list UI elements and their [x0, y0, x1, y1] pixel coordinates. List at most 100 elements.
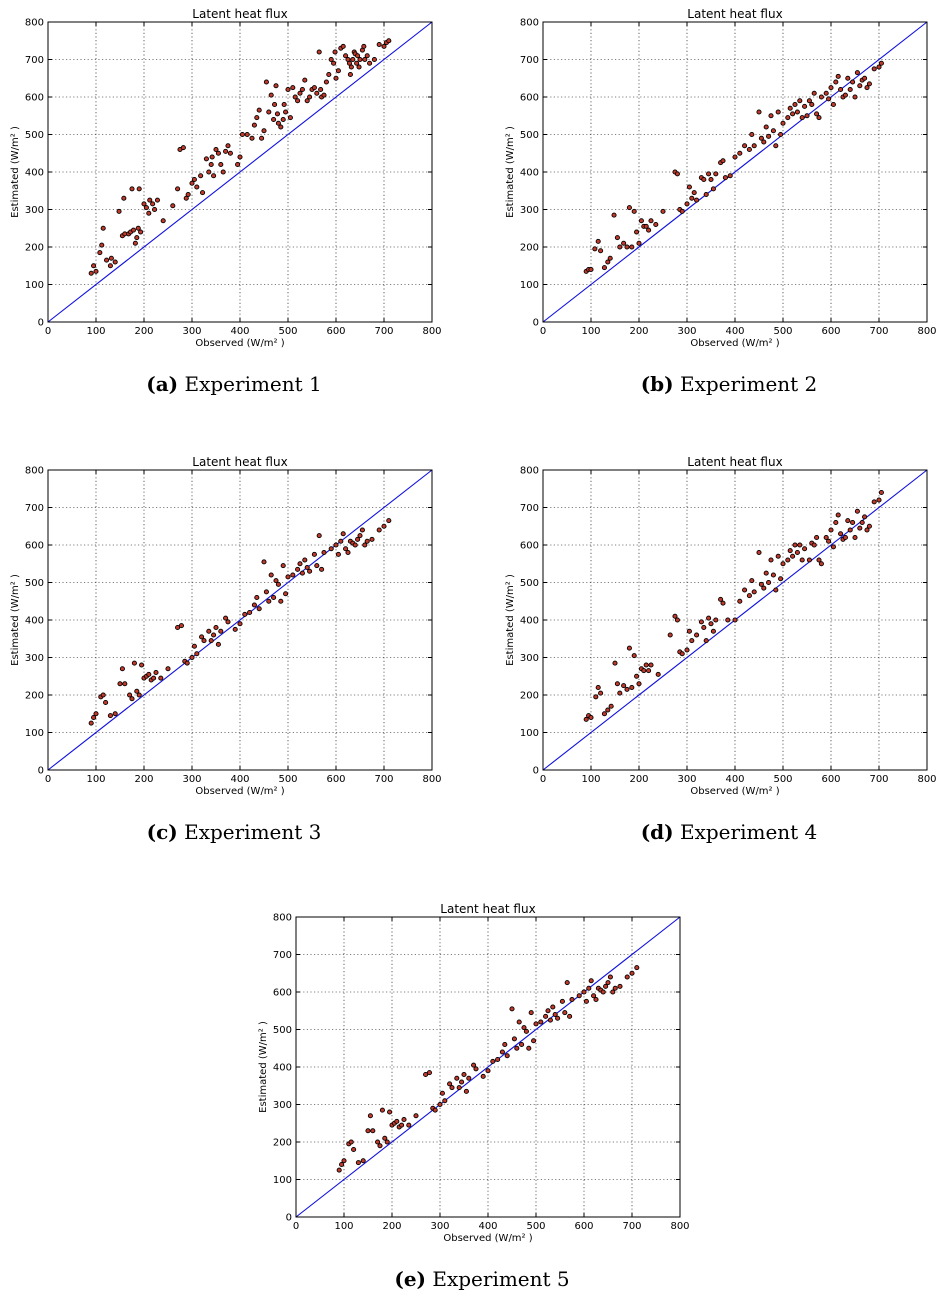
data-point: [713, 617, 719, 623]
data-point: [178, 623, 184, 629]
data-point: [629, 970, 635, 976]
x-tick-label: 200: [629, 326, 648, 337]
data-point: [833, 79, 839, 85]
data-point: [605, 707, 611, 713]
y-tick-label: 0: [533, 318, 539, 329]
data-point: [361, 43, 367, 49]
data-point: [121, 195, 127, 201]
data-point: [273, 83, 279, 89]
data-point: [356, 64, 362, 70]
data-point: [799, 557, 805, 563]
data-point: [237, 621, 243, 627]
y-tick-label: 400: [25, 616, 44, 627]
data-point: [307, 568, 313, 574]
data-point: [828, 527, 834, 533]
y-tick-label: 200: [520, 691, 539, 702]
data-point: [598, 248, 604, 254]
data-point: [122, 681, 128, 687]
data-point: [708, 621, 714, 627]
data-point: [499, 1049, 505, 1055]
data-point: [208, 638, 214, 644]
data-point: [191, 643, 197, 649]
data-point: [272, 101, 278, 108]
data-point: [538, 1019, 544, 1025]
data-point: [555, 1015, 561, 1021]
data-point: [473, 1066, 479, 1072]
data-point: [151, 675, 157, 681]
data-point: [147, 197, 153, 203]
data-point: [215, 641, 221, 647]
x-axis-label: Observed (W/m² ): [443, 1233, 532, 1244]
x-tick-label: 700: [622, 1221, 641, 1232]
data-point: [290, 85, 296, 91]
data-point: [737, 598, 743, 604]
data-point: [99, 242, 105, 248]
data-point: [701, 624, 707, 631]
data-point: [254, 115, 260, 121]
data-point: [773, 587, 779, 593]
data-point: [290, 572, 296, 578]
data-point: [165, 666, 171, 672]
data-point: [876, 497, 882, 503]
data-point: [720, 158, 726, 164]
data-point: [835, 512, 841, 518]
data-point: [689, 638, 695, 644]
data-point: [592, 246, 598, 252]
data-point: [598, 690, 604, 696]
data-point: [694, 197, 700, 203]
data-point: [586, 985, 592, 991]
data-point: [634, 229, 640, 235]
data-point: [838, 531, 844, 537]
data-point: [237, 154, 243, 160]
data-point: [136, 186, 142, 192]
data-point: [828, 85, 834, 91]
data-point: [852, 94, 858, 100]
data-point: [218, 161, 224, 168]
data-point: [456, 1085, 462, 1091]
reference-line: [47, 21, 433, 323]
data-point: [626, 645, 632, 651]
data-point: [871, 66, 877, 72]
data-point: [158, 675, 164, 681]
data-point: [201, 638, 207, 644]
data-point: [107, 263, 113, 269]
data-point: [504, 1053, 510, 1059]
x-tick-label: 800: [422, 774, 441, 785]
data-point: [223, 148, 229, 154]
data-point: [357, 533, 363, 539]
data-point: [847, 527, 853, 533]
x-tick-label: 300: [677, 326, 696, 337]
data-point: [432, 1107, 438, 1113]
data-point: [612, 660, 618, 666]
y-tick-label: 700: [520, 503, 539, 514]
data-point: [641, 668, 647, 674]
data-point: [321, 549, 327, 556]
reference-line: [295, 916, 681, 1218]
data-point: [326, 71, 332, 78]
data-point: [581, 989, 587, 995]
data-point: [311, 85, 317, 91]
data-point: [845, 75, 851, 81]
data-point: [263, 589, 269, 595]
data-point: [351, 1146, 357, 1153]
data-point: [242, 611, 248, 617]
data-point: [215, 150, 221, 156]
data-point: [387, 1109, 393, 1115]
data-point: [516, 1019, 522, 1025]
data-point: [842, 92, 848, 98]
scatter-plot-b: 0 100 200 300 400 500 600 700 800 0 100 200 300 400 50…: [505, 7, 937, 349]
figure-panel-b: 0 100 200 300 400 500 600 700 800 0 100 200 300 400 50…: [495, 0, 938, 400]
data-point: [617, 690, 623, 696]
data-point: [720, 600, 726, 606]
y-axis-label: Estimated (W/m² ): [505, 574, 516, 666]
data-point: [790, 553, 796, 559]
data-point: [340, 43, 346, 49]
data-point: [480, 1073, 486, 1079]
data-point: [763, 124, 769, 130]
data-point: [112, 711, 118, 717]
data-point: [725, 617, 731, 623]
data-point: [751, 589, 757, 595]
data-point: [559, 998, 565, 1004]
data-points: [583, 60, 884, 274]
data-point: [280, 116, 286, 123]
